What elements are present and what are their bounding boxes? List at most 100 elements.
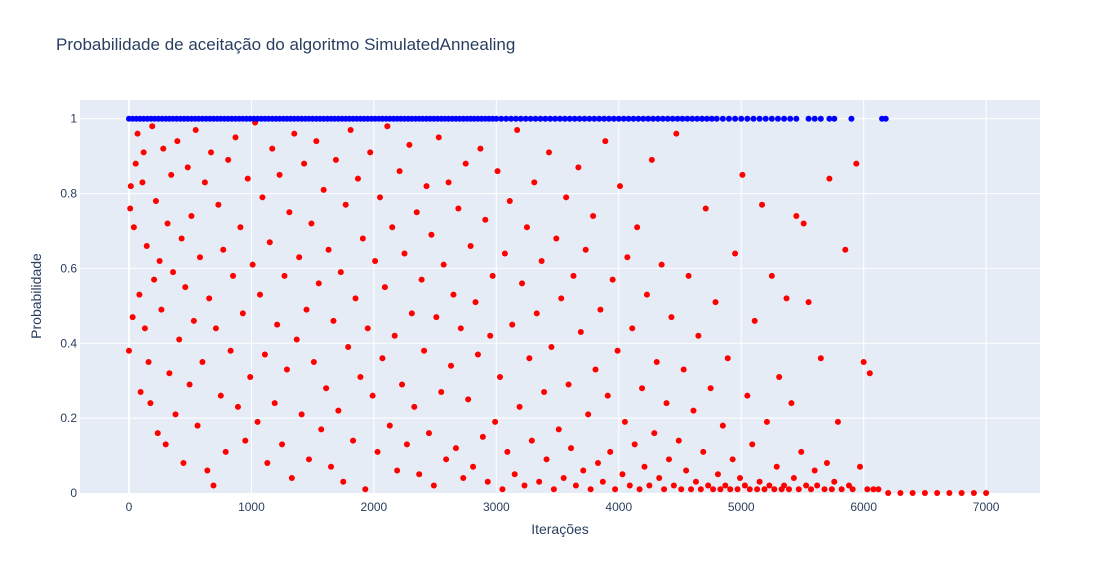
rejected-point bbox=[653, 359, 660, 365]
rejected-point bbox=[702, 205, 709, 212]
rejected-point bbox=[208, 149, 215, 156]
rejected-point bbox=[563, 194, 570, 201]
rejected-point bbox=[247, 373, 254, 380]
rejected-point bbox=[749, 441, 756, 448]
rejected-point bbox=[274, 321, 281, 328]
rejected-point bbox=[811, 467, 818, 474]
rejected-point bbox=[484, 478, 491, 485]
rejected-point bbox=[582, 246, 589, 253]
rejected-point bbox=[281, 272, 288, 279]
rejected-point bbox=[342, 201, 349, 208]
rejected-point bbox=[857, 463, 863, 470]
rejected-point bbox=[197, 254, 203, 261]
rejected-point bbox=[372, 257, 379, 264]
rejected-point bbox=[648, 156, 655, 163]
rejected-point bbox=[440, 261, 447, 268]
rejected-point bbox=[497, 373, 503, 380]
rejected-point bbox=[599, 478, 606, 485]
rejected-point bbox=[842, 246, 849, 253]
rejected-point bbox=[934, 490, 941, 496]
rejected-point bbox=[826, 175, 833, 182]
rejected-point bbox=[641, 463, 648, 470]
rejected-point bbox=[614, 347, 621, 354]
rejected-point bbox=[751, 317, 758, 324]
rejected-point bbox=[180, 460, 187, 467]
rejected-point bbox=[174, 138, 181, 145]
rejected-point bbox=[651, 430, 658, 437]
rejected-point bbox=[531, 179, 538, 186]
rejected-point bbox=[536, 478, 543, 485]
rejected-point bbox=[661, 486, 668, 493]
rejected-point bbox=[286, 209, 293, 216]
x-tick-label: 2000 bbox=[361, 500, 388, 514]
rejected-point bbox=[315, 280, 322, 287]
rejected-point bbox=[143, 242, 150, 249]
x-tick-label: 5000 bbox=[728, 500, 755, 514]
rejected-point bbox=[553, 235, 560, 242]
rejected-point bbox=[788, 400, 795, 407]
rejected-point bbox=[538, 257, 545, 264]
rejected-point bbox=[773, 463, 780, 470]
rejected-point bbox=[291, 130, 298, 137]
rejected-point bbox=[222, 448, 229, 455]
rejected-point bbox=[257, 291, 263, 298]
accepted-point bbox=[615, 115, 622, 122]
rejected-point bbox=[526, 355, 533, 362]
rejected-point bbox=[732, 250, 739, 257]
rejected-point bbox=[127, 183, 134, 190]
rejected-point bbox=[362, 486, 369, 493]
rejected-point bbox=[663, 400, 670, 407]
rejected-point bbox=[604, 392, 611, 399]
rejected-point bbox=[673, 130, 680, 137]
rejected-point bbox=[166, 370, 173, 377]
rejected-point bbox=[710, 486, 717, 493]
rejected-point bbox=[609, 276, 616, 283]
rejected-point bbox=[489, 272, 496, 279]
rejected-point bbox=[261, 351, 268, 358]
rejected-point bbox=[499, 486, 506, 493]
rejected-point bbox=[722, 482, 729, 489]
rejected-point bbox=[176, 336, 183, 343]
rejected-point bbox=[805, 299, 812, 306]
rejected-point bbox=[776, 373, 783, 380]
rejected-point bbox=[296, 254, 303, 261]
rejected-point bbox=[172, 411, 179, 418]
accepted-point bbox=[640, 115, 647, 122]
rejected-point bbox=[555, 426, 562, 433]
rejected-point bbox=[543, 456, 550, 463]
rejected-point bbox=[729, 456, 736, 463]
rejected-point bbox=[864, 486, 871, 493]
rejected-point bbox=[194, 422, 201, 429]
rejected-point bbox=[798, 448, 805, 455]
accepted-point bbox=[542, 115, 549, 122]
accepted-point bbox=[635, 115, 642, 122]
rejected-point bbox=[435, 134, 442, 141]
rejected-point bbox=[234, 403, 241, 410]
rejected-point bbox=[781, 482, 788, 489]
accepted-point bbox=[793, 115, 800, 122]
rejected-point bbox=[501, 250, 508, 257]
rejected-point bbox=[719, 422, 726, 429]
rejected-point bbox=[831, 478, 838, 485]
accepted-point bbox=[605, 115, 612, 122]
rejected-point bbox=[154, 430, 161, 437]
rejected-point bbox=[428, 231, 435, 238]
rejected-point bbox=[695, 332, 702, 339]
rejected-point bbox=[756, 478, 763, 485]
accepted-point bbox=[811, 115, 818, 122]
rejected-point bbox=[717, 486, 724, 493]
rejected-point bbox=[301, 160, 308, 167]
rejected-point bbox=[266, 239, 273, 246]
rejected-point bbox=[445, 179, 452, 186]
rejected-point bbox=[783, 295, 790, 302]
rejected-point bbox=[541, 388, 548, 395]
rejected-point bbox=[438, 388, 445, 395]
rejected-point bbox=[853, 160, 860, 167]
accepted-point bbox=[581, 115, 588, 122]
y-axis-ticks: 0 0.2 0.4 0.6 0.8 1 bbox=[60, 112, 77, 500]
rejected-point bbox=[403, 441, 410, 448]
rejected-point bbox=[482, 216, 489, 223]
rejected-point bbox=[298, 411, 305, 418]
rejected-point bbox=[885, 490, 892, 496]
accepted-point bbox=[848, 115, 855, 122]
